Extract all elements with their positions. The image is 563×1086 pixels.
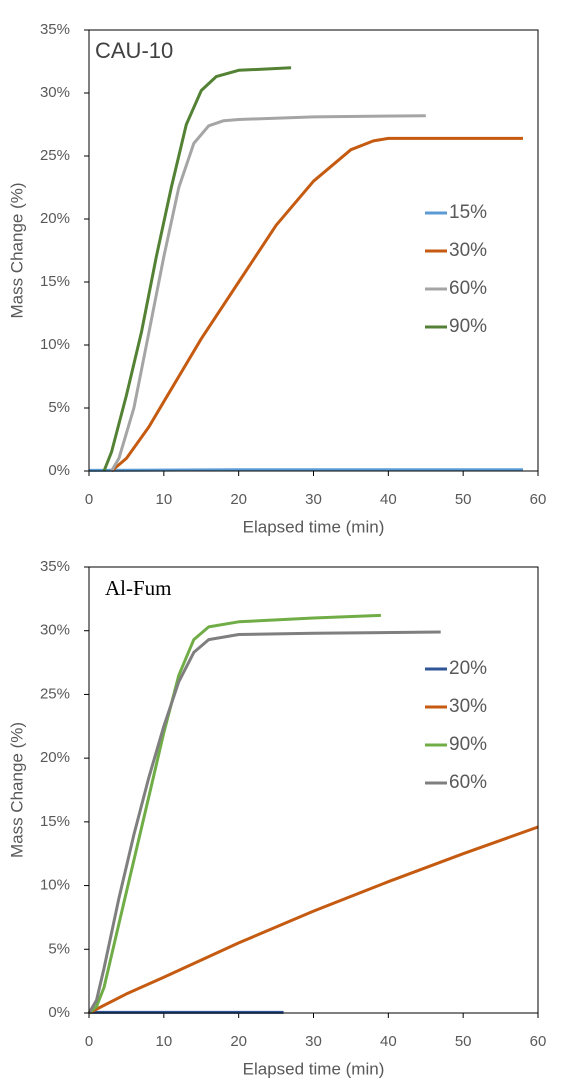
y-tick-label: 30% [40, 622, 70, 639]
x-tick-label: 60 [530, 491, 547, 508]
y-axis-label: Mass Change (%) [7, 182, 26, 318]
chart-title: CAU-10 [95, 38, 173, 63]
y-tick-label: 15% [40, 813, 70, 830]
y-tick-label: 0% [48, 462, 70, 479]
x-axis-label: Elapsed time (min) [243, 1059, 385, 1078]
y-tick-label: 35% [40, 558, 70, 575]
series-line [110, 136, 523, 473]
x-tick-label: 50 [455, 491, 472, 508]
x-tick-label: 50 [455, 1033, 472, 1050]
plot-frame [88, 566, 539, 1014]
x-axis-label: Elapsed time (min) [243, 517, 385, 536]
series-line [88, 825, 539, 1015]
legend-label: 15% [449, 202, 487, 223]
x-tick-label: 60 [530, 1033, 547, 1050]
legend-label: 20% [449, 658, 487, 679]
series-line [88, 468, 523, 472]
legend-label: 90% [449, 316, 487, 337]
legend-label: 90% [449, 734, 487, 755]
y-tick-label: 5% [48, 940, 70, 957]
y-tick-label: 5% [48, 399, 70, 416]
series-line [102, 66, 292, 472]
y-tick-label: 25% [40, 147, 70, 164]
series-line [110, 114, 426, 472]
y-tick-label: 20% [40, 749, 70, 766]
x-tick-label: 20 [230, 491, 247, 508]
legend-label: 30% [449, 240, 487, 261]
y-tick-label: 35% [40, 21, 70, 38]
legend-label: 60% [449, 278, 487, 299]
x-tick-label: 40 [380, 491, 397, 508]
x-tick-label: 0 [85, 491, 93, 508]
y-tick-label: 15% [40, 273, 70, 290]
x-tick-label: 10 [155, 491, 172, 508]
series-line [88, 613, 381, 1015]
chart-title: Al-Fum [105, 576, 172, 600]
y-tick-label: 25% [40, 685, 70, 702]
series-line [87, 630, 441, 1014]
legend-label: 30% [449, 696, 487, 717]
plot-frame [88, 29, 539, 472]
legend-label: 60% [449, 772, 487, 793]
y-tick-label: 20% [40, 210, 70, 227]
y-tick-label: 0% [48, 1004, 70, 1021]
y-tick-label: 30% [40, 84, 70, 101]
y-axis-label: Mass Change (%) [7, 722, 26, 858]
x-tick-label: 0 [85, 1033, 93, 1050]
y-tick-label: 10% [40, 336, 70, 353]
y-tick-label: 10% [40, 877, 70, 894]
x-tick-label: 30 [305, 491, 322, 508]
x-tick-label: 30 [305, 1033, 322, 1050]
x-tick-label: 10 [155, 1033, 172, 1050]
x-tick-label: 20 [230, 1033, 247, 1050]
x-tick-label: 40 [380, 1033, 397, 1050]
